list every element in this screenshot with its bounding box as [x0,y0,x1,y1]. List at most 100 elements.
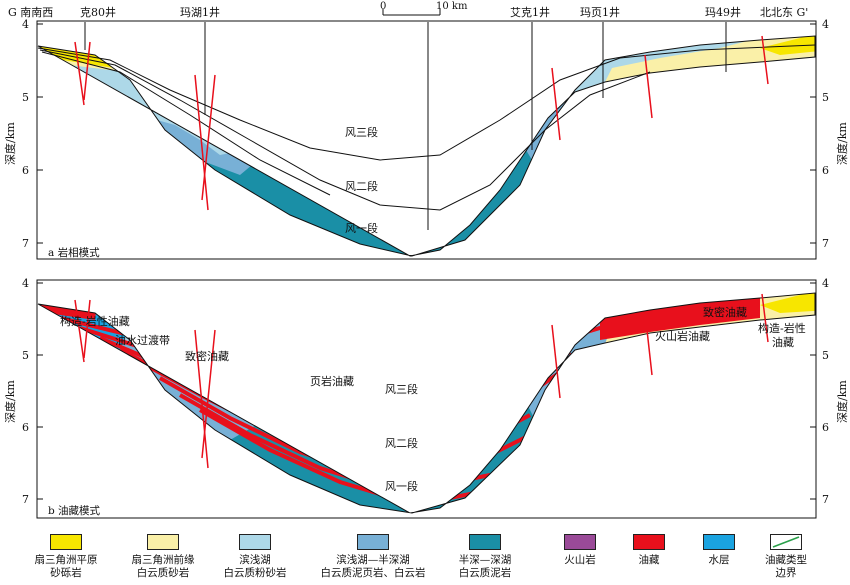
legend-text-reservoir-boundary-1: 油藏类型 [765,554,807,566]
fault-a2 [83,41,91,101]
panel-a-right-tick-5: 5 [822,91,829,104]
legend-text-shore-semideep-lake-2: 白云质泥页岩、白云岩 [320,567,426,579]
scale-start-label: 0 [380,1,386,12]
panel-a-frame [36,20,817,260]
panel-b-right-tick-4: 4 [822,277,829,290]
panel-a-right-tick-6: 6 [822,164,829,177]
section-right-end-label: 北北东 G' [760,6,808,19]
well-label-ma49: 玛49井 [705,5,741,19]
panel-b-member-feng3: 风三段 [385,382,418,396]
reservoir-label-structural-lithologic-right-1: 构造-岩性 [758,321,806,335]
panel-a-left-tick-5: 5 [22,91,29,104]
legend-text-shallow-lake-2: 白云质粉砂岩 [223,567,287,579]
fault-a7 [761,35,769,85]
legend-swatch-water-zone [703,534,735,550]
panel-a-caption: a 岩相模式 [48,246,100,259]
legend-swatch-shallow-lake [239,534,271,550]
reservoir-label-shale-oil: 页岩油藏 [310,374,354,388]
fault-b6 [644,311,653,376]
reservoir-label-structural-lithologic-right-2: 油藏 [772,335,794,349]
reservoir-label-oil-water-transition: 油水过渡带 [115,333,170,347]
panel-a-facies [38,36,815,256]
panel-a-basin-outline [37,35,816,257]
legend-text-reservoir-boundary-2: 边界 [775,567,797,579]
scale-end-label: 10 km [436,1,468,12]
b-shore-semideep-left [38,293,320,440]
fault-b4 [201,329,216,459]
panel-b-left-tick-6: 6 [22,421,29,434]
panel-b-right-axis: 4 5 6 7 深度/km [810,277,849,506]
reservoir-label-structural-lithologic-left: 构造-岩性油藏 [60,314,130,328]
fault-b5 [551,324,561,399]
fault-a6 [644,54,653,119]
legend-swatch-semideep-deep-lake [469,534,501,550]
fault-b3 [194,329,209,469]
b-oil-right-upper [600,296,760,340]
panel-b-left-tick-5: 5 [22,349,29,362]
legend-text-water-zone: 水层 [708,554,730,566]
panel-b-member-feng2: 风二段 [385,436,418,450]
panel-b-right-tick-5: 5 [822,349,829,362]
boundary-feng3-feng2 [39,49,651,211]
legend-text-fan-delta-plain-2: 砂砾岩 [50,567,82,579]
panel-a-left-tick-6: 6 [22,164,29,177]
legend-item-shallow-lake: 滨浅湖 白云质粉砂岩 [207,534,303,580]
reservoir-label-tight-oil-left: 致密油藏 [185,349,229,363]
legend-item-shore-semideep-lake: 滨浅湖—半深湖 白云质泥页岩、白云岩 [310,534,436,580]
legend-text-semideep-deep-lake-2: 白云质泥岩 [458,567,512,579]
panel-a-left-axis-title: 深度/km [3,122,17,165]
panel-a-right-tick-4: 4 [822,18,829,31]
b-shallow-lake-left [38,293,260,380]
well-label-mahu1: 玛湖1井 [180,5,220,19]
legend-text-fan-delta-front-2: 白云质砂岩 [136,567,190,579]
legend-text-fan-delta-plain-1: 扇三角洲平原 [34,554,98,566]
panel-b-caption: b 油藏模式 [48,504,101,517]
legend-item-semideep-deep-lake: 半深—深湖 白云质泥岩 [437,534,533,580]
panel-b-left-axis: 4 5 6 7 深度/km [3,277,43,506]
panel-a-member-boundaries [37,44,816,211]
legend-item-water-zone: 水层 [671,534,767,567]
facies-fan-front-right [605,36,815,82]
legend-swatch-oil-reservoir [633,534,665,550]
boundary-line-icon [772,536,800,548]
legend-text-volcanic: 火山岩 [564,554,596,566]
panel-a-member-feng2: 风二段 [345,179,378,193]
panel-a-left-tick-7: 7 [22,237,29,250]
panel-b-frame [36,279,817,519]
panel-a-faults [74,35,769,211]
fault-a4 [201,74,216,201]
panel-b-basin-outline [37,292,816,514]
b-fan-plain-right [760,293,815,313]
panel-b-faults [74,293,769,469]
legend-swatch-reservoir-boundary [770,534,802,550]
legend-swatch-fan-delta-front [147,534,179,550]
panel-a-right-axis-title: 深度/km [835,122,849,165]
legend-swatch-shore-semideep-lake [357,534,389,550]
reservoir-label-tight-oil-right: 致密油藏 [703,305,747,319]
panel-b-right-axis-title: 深度/km [835,380,849,423]
panel-a-left-axis: 4 5 6 7 深度/km [3,18,43,250]
scale-bar: 0 10 km [380,1,468,16]
legend-item-volcanic: 火山岩 [532,534,628,567]
panel-a-member-feng1: 风一段 [345,221,378,235]
panel-a-right-axis: 4 5 6 7 深度/km [810,18,849,250]
fault-a3 [194,74,209,211]
legend-item-reservoir-boundary: 油藏类型 边界 [738,534,834,580]
panel-b-right-tick-7: 7 [822,493,829,506]
well-label-ke80: 克80井 [80,5,116,19]
fault-a1 [74,41,85,106]
panel-a-wells [84,22,727,230]
legend-swatch-fan-delta-plain [50,534,82,550]
panel-b-right-tick-6: 6 [822,421,829,434]
panel-a-right-tick-7: 7 [822,237,829,250]
panel-a-left-tick-4: 4 [22,18,29,31]
panel-a-member-feng3: 风三段 [345,125,378,139]
panel-b-left-axis-title: 深度/km [3,380,17,423]
legend-text-shore-semideep-lake-1: 滨浅湖—半深湖 [336,554,410,566]
reservoir-label-volcanic: 火山岩油藏 [655,329,710,343]
section-header: G 南南西 北北东 G' 克80井 玛湖1井 艾克1井 玛页1井 玛49井 0 … [8,1,808,19]
facies-shallow-lake-left [38,36,290,155]
panel-b-left-tick-7: 7 [22,493,29,506]
section-left-end-label: G 南南西 [8,6,53,19]
